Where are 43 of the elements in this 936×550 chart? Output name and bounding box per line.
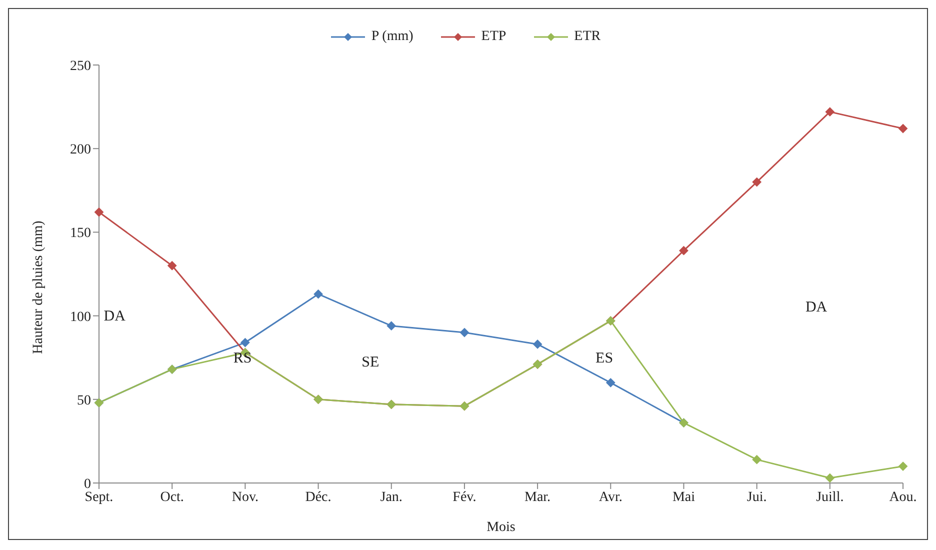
y-tick-label: 200	[70, 142, 91, 158]
point	[533, 340, 542, 349]
y-axis-title: Hauteur de pluies (mm)	[30, 220, 46, 354]
annotation: DA	[104, 308, 126, 326]
x-axis-title: Mois	[486, 520, 516, 535]
point	[898, 124, 908, 134]
x-tick-label: Déc.	[305, 490, 332, 505]
point	[314, 290, 323, 299]
x-tick-label: Juill.	[816, 490, 844, 505]
point	[606, 378, 616, 388]
point	[94, 208, 104, 217]
point	[460, 328, 469, 338]
x-tick-label: Mai	[672, 490, 696, 505]
x-tick-label: Fév.	[452, 490, 476, 505]
x-tick-label: Jan.	[380, 490, 402, 505]
point	[240, 338, 250, 348]
legend-label: P (mm)	[370, 29, 414, 45]
point	[752, 178, 762, 187]
point	[898, 462, 908, 471]
x-tick-label: Mar.	[524, 490, 551, 505]
annotation: ES	[596, 350, 614, 368]
x-tick-label: Nov.	[232, 490, 259, 505]
legend-label: ETR	[573, 29, 601, 45]
legend-label: ETP	[480, 29, 506, 45]
y-tick-label: 0	[84, 476, 91, 492]
x-tick-label: Avr.	[598, 490, 622, 505]
x-tick-label: Aou.	[889, 490, 917, 505]
point	[679, 246, 688, 256]
x-tick-label: Oct.	[160, 490, 184, 505]
y-tick-label: 250	[70, 58, 91, 74]
y-tick-label: 50	[77, 393, 91, 408]
annotation: RS	[233, 350, 252, 368]
point	[825, 107, 834, 116]
point	[386, 321, 396, 330]
point	[752, 455, 762, 464]
y-tick-label: 150	[70, 226, 91, 242]
x-tick-label: Sept.	[84, 490, 114, 505]
point	[168, 261, 177, 270]
point	[825, 473, 834, 482]
y-tick-label: 100	[70, 310, 91, 325]
annotation: SE	[362, 354, 380, 372]
annotation: DA	[805, 300, 828, 317]
x-tick-label: Jui.	[746, 490, 767, 505]
